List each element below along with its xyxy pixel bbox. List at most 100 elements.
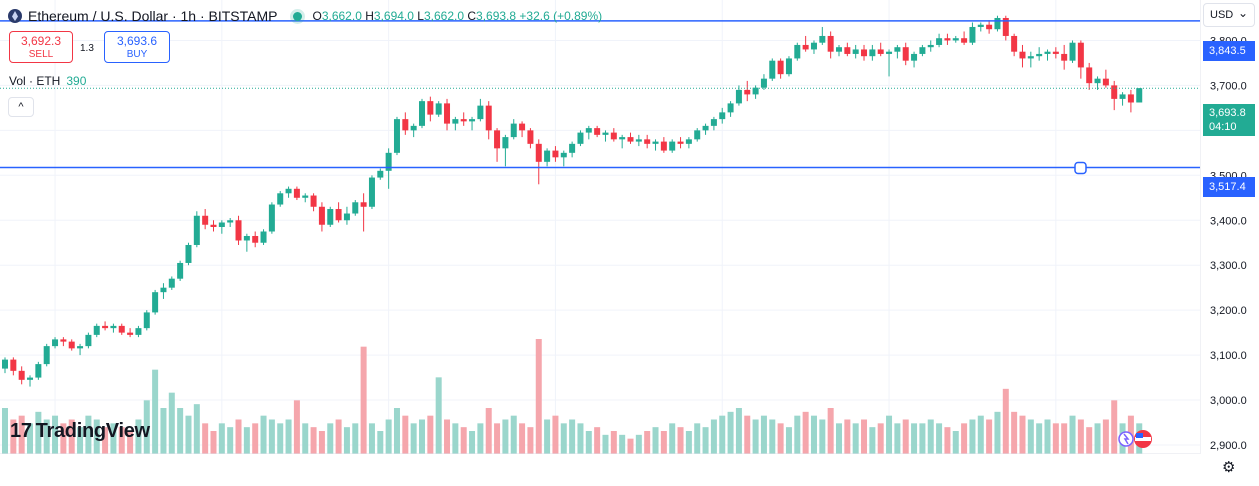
volume-bar bbox=[427, 415, 434, 454]
candle bbox=[719, 107, 726, 124]
candle bbox=[1027, 51, 1034, 68]
candle-body bbox=[18, 370, 25, 380]
volume-legend[interactable]: Vol · ETH 390 bbox=[9, 74, 86, 88]
symbol-title[interactable]: Ethereum / U.S. Dollar · 1h · BITSTAMP bbox=[28, 8, 278, 24]
candle-body bbox=[535, 143, 542, 162]
volume-bar bbox=[760, 415, 767, 454]
sell-button[interactable]: 3,692.3 SELL bbox=[9, 31, 73, 63]
candle-body bbox=[1052, 51, 1059, 54]
y-tick-label: 3,100.0 bbox=[1210, 350, 1247, 362]
candle-body bbox=[168, 278, 175, 288]
volume-bar bbox=[719, 415, 726, 454]
candle-body bbox=[594, 128, 601, 135]
volume-bar bbox=[785, 427, 792, 454]
candle bbox=[844, 42, 851, 57]
volume-bar bbox=[10, 419, 17, 454]
candle-body bbox=[710, 119, 717, 126]
candle bbox=[160, 283, 167, 299]
buy-price: 3,693.6 bbox=[116, 34, 158, 48]
candle-body bbox=[277, 193, 284, 205]
y-tick-label: 3,000.0 bbox=[1210, 395, 1247, 407]
candle-body bbox=[102, 325, 109, 329]
tradingview-mark-icon: 17 bbox=[10, 420, 32, 442]
candle-body bbox=[560, 152, 567, 158]
candle bbox=[1127, 89, 1134, 113]
candle bbox=[794, 42, 801, 61]
price-chart[interactable]: 16171819202122 bbox=[0, 0, 1200, 454]
currency-selector[interactable]: USD bbox=[1203, 2, 1255, 27]
volume-bar bbox=[685, 431, 692, 454]
candle-body bbox=[485, 105, 492, 131]
candle-body bbox=[769, 60, 776, 79]
candle-body bbox=[735, 89, 742, 104]
candle bbox=[310, 193, 317, 212]
low-label: L bbox=[417, 9, 424, 23]
candle-body bbox=[1044, 51, 1051, 54]
volume-bar bbox=[243, 427, 250, 454]
candle-body bbox=[552, 150, 559, 158]
buy-button[interactable]: 3,693.6 BUY bbox=[104, 31, 170, 63]
candle-body bbox=[127, 332, 134, 335]
market-status-icon[interactable] bbox=[293, 11, 303, 21]
collapse-legend-button[interactable]: ^ bbox=[8, 97, 34, 117]
candle-body bbox=[635, 139, 642, 142]
candle bbox=[527, 128, 534, 149]
candle bbox=[235, 215, 242, 245]
candle-body bbox=[235, 220, 242, 241]
events-flag-icon[interactable] bbox=[1116, 428, 1156, 450]
candle-body bbox=[1119, 94, 1126, 99]
volume-bar bbox=[886, 415, 893, 454]
candle bbox=[644, 134, 651, 149]
volume-bar bbox=[794, 415, 801, 454]
candle bbox=[1069, 40, 1076, 63]
volume-bar bbox=[93, 419, 100, 454]
candle bbox=[969, 22, 976, 45]
volume-bar bbox=[1036, 423, 1043, 454]
candle-body bbox=[752, 87, 759, 95]
candle bbox=[944, 33, 951, 45]
candle-body bbox=[969, 26, 976, 43]
volume-bar bbox=[594, 427, 601, 454]
candle-body bbox=[927, 44, 934, 48]
volume-bar bbox=[1044, 419, 1051, 454]
price-axis[interactable]: 3,800.03,700.03,600.03,500.03,400.03,300… bbox=[1200, 0, 1259, 454]
close-value: 3,693.8 bbox=[476, 9, 517, 23]
volume-bars bbox=[2, 339, 1143, 454]
tradingview-logo[interactable]: 17 TradingView bbox=[10, 420, 150, 443]
volume-bar bbox=[610, 431, 617, 454]
candle-body bbox=[285, 188, 292, 194]
volume-bar bbox=[118, 427, 125, 454]
volume-bar bbox=[869, 427, 876, 454]
candle bbox=[377, 168, 384, 180]
volume-bar bbox=[861, 419, 868, 454]
chevron-up-icon: ^ bbox=[18, 101, 24, 113]
volume-bar bbox=[235, 419, 242, 454]
volume-bar bbox=[777, 423, 784, 454]
volume-bar bbox=[102, 427, 109, 454]
candle-body bbox=[419, 101, 425, 126]
volume-bar bbox=[769, 419, 776, 454]
candle bbox=[360, 193, 367, 232]
candle-body bbox=[861, 49, 868, 57]
candle bbox=[1094, 76, 1101, 90]
volume-bar bbox=[852, 423, 859, 454]
candle bbox=[60, 337, 67, 347]
candle bbox=[127, 328, 134, 338]
volume-bar bbox=[961, 423, 968, 454]
candle-body bbox=[318, 206, 325, 225]
volume-bar bbox=[460, 427, 467, 454]
candle-body bbox=[610, 132, 617, 140]
volume-bar bbox=[127, 431, 134, 454]
volume-bar bbox=[143, 400, 150, 454]
gear-icon[interactable]: ⚙ bbox=[1222, 459, 1236, 476]
candle bbox=[977, 22, 984, 32]
candle bbox=[936, 33, 943, 48]
volume-bar bbox=[202, 423, 209, 454]
candle-body bbox=[719, 112, 726, 120]
volume-bar bbox=[477, 423, 484, 454]
candle-body bbox=[393, 119, 400, 153]
candle-body bbox=[1094, 78, 1101, 84]
change-value: +32.6 (+0.89%) bbox=[519, 9, 603, 23]
candle-body bbox=[886, 51, 893, 54]
volume-bar bbox=[911, 423, 918, 454]
